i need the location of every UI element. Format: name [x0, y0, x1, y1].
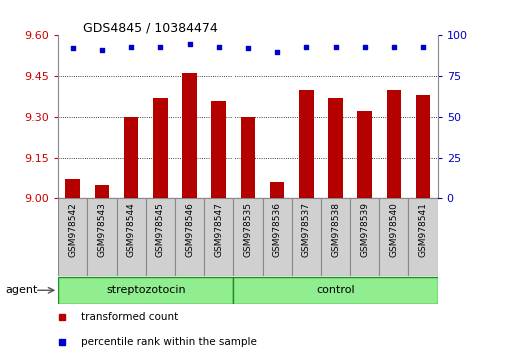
Bar	[94, 185, 109, 198]
Point	[243, 46, 251, 51]
Bar	[320, 198, 349, 276]
Bar	[408, 198, 437, 276]
Point	[273, 49, 281, 55]
Text: GSM978539: GSM978539	[360, 202, 369, 257]
Bar	[269, 182, 284, 198]
Point	[301, 44, 310, 50]
Bar	[328, 98, 342, 198]
Text: GSM978543: GSM978543	[97, 202, 106, 257]
Text: GSM978537: GSM978537	[301, 202, 310, 257]
Bar	[357, 112, 371, 198]
Text: percentile rank within the sample: percentile rank within the sample	[81, 337, 257, 347]
Text: streptozotocin: streptozotocin	[106, 285, 185, 295]
Text: GSM978544: GSM978544	[126, 202, 135, 257]
Point	[127, 44, 135, 50]
Point	[331, 44, 339, 50]
Bar	[116, 198, 145, 276]
Text: GSM978536: GSM978536	[272, 202, 281, 257]
Point	[360, 44, 368, 50]
Bar	[349, 198, 379, 276]
Bar	[298, 90, 313, 198]
Point	[156, 44, 164, 50]
Bar	[182, 73, 196, 198]
Bar	[204, 198, 233, 276]
Bar	[145, 198, 175, 276]
Point	[389, 44, 397, 50]
Point	[98, 47, 106, 53]
Text: GSM978546: GSM978546	[185, 202, 194, 257]
Bar	[291, 198, 320, 276]
Bar	[87, 198, 116, 276]
Bar	[65, 179, 80, 198]
Bar	[386, 90, 400, 198]
Bar	[58, 277, 233, 304]
Text: GSM978545: GSM978545	[156, 202, 165, 257]
Point	[185, 41, 193, 46]
Text: GSM978538: GSM978538	[330, 202, 339, 257]
Bar	[153, 98, 167, 198]
Bar	[233, 198, 262, 276]
Bar	[379, 198, 408, 276]
Text: GDS4845 / 10384474: GDS4845 / 10384474	[83, 21, 218, 34]
Point	[214, 44, 222, 50]
Text: control: control	[316, 285, 354, 295]
Bar	[233, 277, 437, 304]
Text: transformed count: transformed count	[81, 312, 178, 322]
Text: GSM978535: GSM978535	[243, 202, 252, 257]
Text: GSM978541: GSM978541	[418, 202, 427, 257]
Bar	[58, 198, 87, 276]
Bar	[124, 117, 138, 198]
Bar	[240, 117, 255, 198]
Bar	[262, 198, 291, 276]
Bar	[211, 101, 226, 198]
Point	[69, 46, 77, 51]
Text: GSM978540: GSM978540	[389, 202, 397, 257]
Point	[418, 44, 426, 50]
Bar	[415, 95, 430, 198]
Text: GSM978542: GSM978542	[68, 202, 77, 257]
Text: GSM978547: GSM978547	[214, 202, 223, 257]
Text: agent: agent	[5, 285, 37, 295]
Bar	[175, 198, 204, 276]
